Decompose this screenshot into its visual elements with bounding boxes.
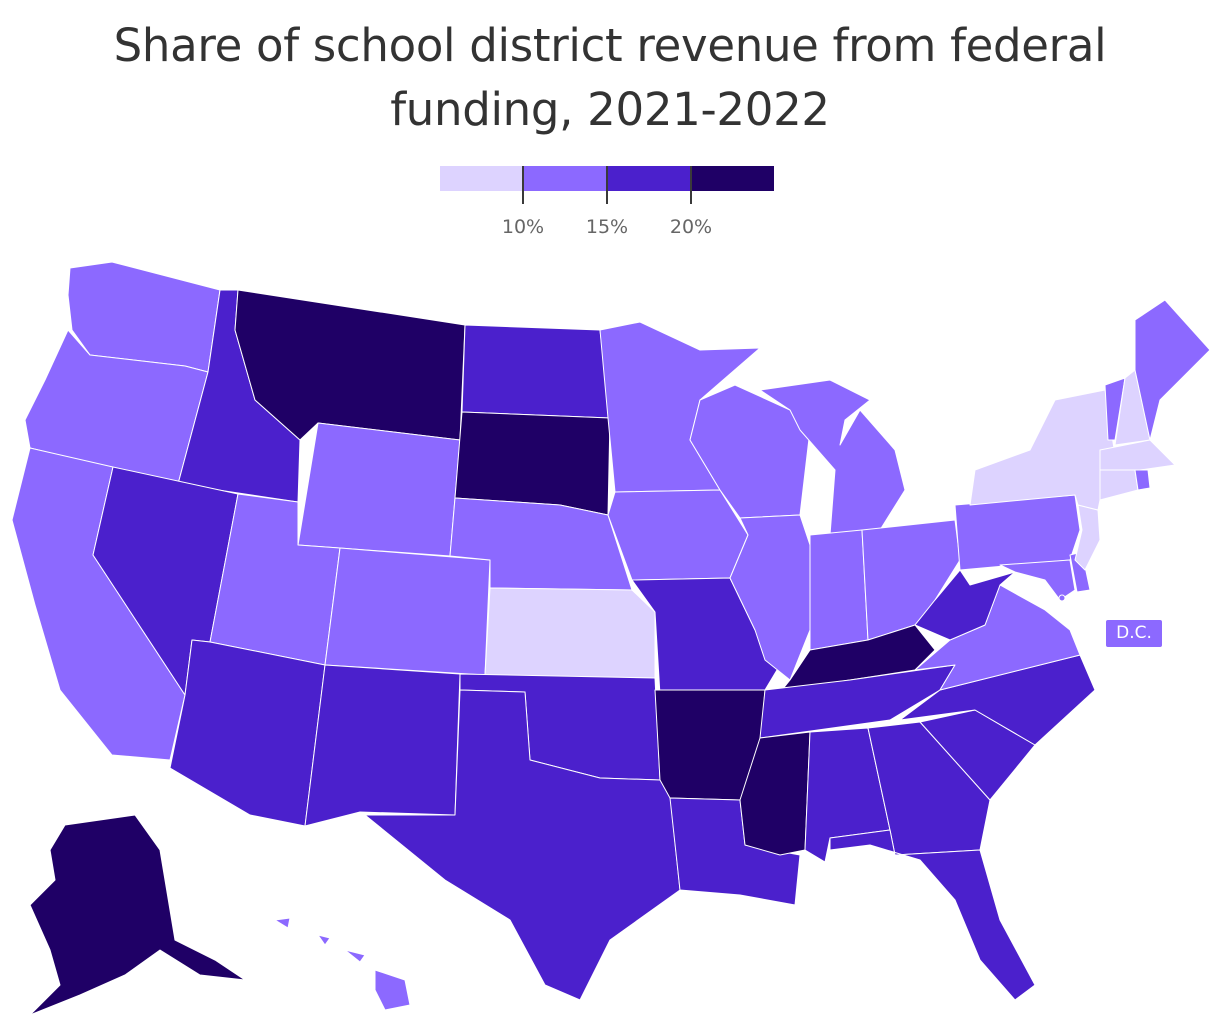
state-KS[interactable] — [484, 587, 656, 679]
state-IN[interactable] — [809, 529, 869, 651]
state-RI[interactable] — [1134, 469, 1151, 491]
state-MA[interactable] — [1099, 439, 1176, 471]
state-PA[interactable] — [954, 494, 1081, 571]
state-ME[interactable] — [1134, 299, 1211, 441]
state-CO[interactable] — [324, 547, 491, 676]
state-TX[interactable] — [364, 689, 681, 1001]
legend-bar — [440, 166, 774, 191]
state-NM[interactable] — [304, 664, 461, 827]
legend-swatch-bin2 — [523, 166, 607, 191]
legend-swatch-bin3 — [607, 166, 691, 191]
color-legend: 10% 15% 20% — [440, 166, 774, 246]
state-HI[interactable] — [274, 917, 411, 1011]
us-choropleth-map — [11, 261, 1211, 1016]
state-DC[interactable] — [1058, 594, 1066, 602]
legend-label-15: 15% — [585, 216, 629, 238]
legend-label-20: 20% — [669, 216, 713, 238]
state-MI[interactable] — [759, 379, 906, 536]
state-CT[interactable] — [1099, 469, 1139, 501]
state-FL[interactable] — [829, 829, 1036, 1001]
state-WV[interactable] — [914, 569, 1016, 641]
chart-title: Share of school district revenue from fe… — [113, 19, 1107, 136]
state-ND[interactable] — [461, 324, 611, 419]
legend-swatch-bin4 — [691, 166, 774, 191]
state-VT[interactable] — [1104, 377, 1126, 441]
state-IA[interactable] — [607, 489, 749, 581]
legend-tick-1 — [522, 166, 524, 204]
legend-swatch-bin1 — [440, 166, 523, 191]
state-NJ[interactable] — [1074, 504, 1101, 571]
state-NY[interactable] — [969, 389, 1116, 511]
state-WY[interactable] — [297, 422, 461, 557]
state-IL[interactable] — [729, 514, 811, 681]
dc-label: D.C. — [1106, 620, 1162, 647]
legend-tick-3 — [690, 166, 692, 204]
state-AK[interactable] — [29, 814, 246, 1016]
state-AZ[interactable] — [169, 639, 326, 827]
legend-tick-2 — [606, 166, 608, 204]
legend-label-10: 10% — [501, 216, 545, 238]
